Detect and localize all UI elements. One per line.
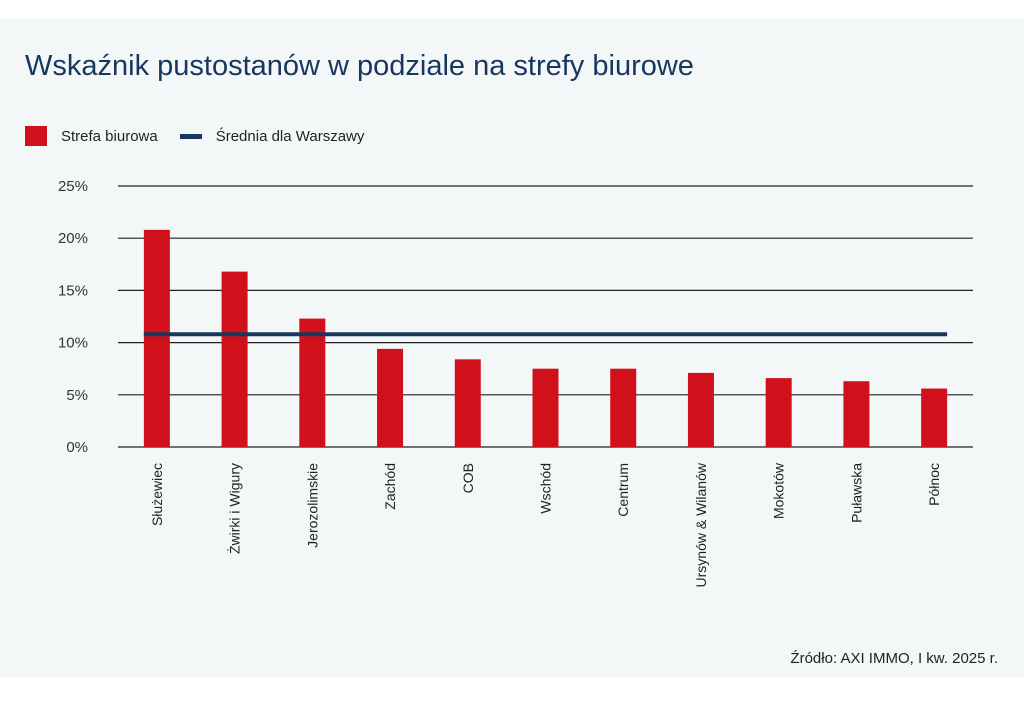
y-tick-label: 10%	[58, 335, 88, 352]
bar	[921, 388, 948, 447]
x-tick-label: Mokotów	[771, 462, 787, 519]
x-tick-label: Zachód	[382, 463, 398, 510]
legend-label-bar: Strefa biurowa	[61, 127, 158, 145]
y-tick-label: 25%	[58, 178, 88, 195]
x-tick-label: Służewiec	[149, 463, 165, 526]
bar	[377, 348, 404, 447]
legend-item-average: Średnia dla Warszawy	[158, 127, 365, 145]
bar	[687, 372, 714, 447]
x-tick-label: Centrum	[615, 463, 631, 517]
x-tick-label: Ursynów & Wilanów	[693, 462, 709, 587]
bar	[843, 381, 870, 447]
y-tick-label: 0%	[66, 439, 88, 456]
chart-title: Wskaźnik pustostanów w podziale na stref…	[25, 50, 694, 82]
x-tick-label: COB	[460, 463, 476, 493]
bar	[454, 359, 481, 447]
y-tick-label: 15%	[58, 282, 88, 299]
x-tick-label: Wschód	[538, 463, 554, 514]
x-tick-label: Jerozolimskie	[304, 463, 320, 548]
bar	[143, 229, 170, 447]
source-note: Źródło: AXI IMMO, I kw. 2025 r.	[790, 650, 998, 667]
chart-panel	[0, 18, 1024, 678]
bar	[532, 368, 559, 447]
bar	[765, 378, 792, 447]
legend-swatch-average	[179, 133, 202, 139]
bar	[221, 271, 248, 447]
y-tick-label: 20%	[58, 230, 88, 247]
legend-label-average: Średnia dla Warszawy	[215, 127, 365, 145]
y-tick-label: 5%	[66, 387, 88, 404]
x-tick-label: Puławska	[848, 463, 864, 523]
bar	[299, 318, 326, 447]
legend: Strefa biurowa Średnia dla Warszawy	[25, 126, 364, 146]
x-tick-label: Północ	[926, 463, 942, 506]
legend-item-bar: Strefa biurowa	[25, 126, 158, 146]
legend-swatch-bar	[25, 126, 47, 146]
bar	[610, 368, 637, 447]
x-tick-label: Żwirki i Wigury	[226, 463, 243, 554]
